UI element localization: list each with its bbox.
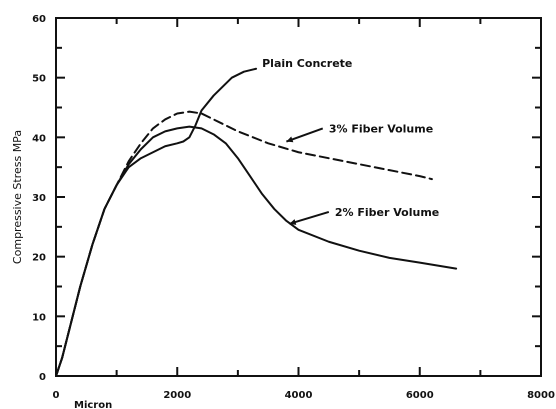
annotation-labels: Plain Concrete 3% Fiber Volume 2% Fiber Vo… <box>262 57 439 219</box>
series-line-plain-concrete <box>55 67 258 377</box>
x-tick-label: 6000 <box>406 390 434 401</box>
series-line-3-fiber-volume <box>55 110 433 377</box>
y-tick-label: 0 <box>39 372 46 383</box>
y-axis-label: Compressive Stress MPa <box>11 130 24 264</box>
arrow-2-percent-head <box>289 219 297 225</box>
y-tick-label: 30 <box>32 193 46 204</box>
arrow-3-percent-head <box>286 136 294 143</box>
y-tick-label: 40 <box>32 133 46 144</box>
annotation-3-fiber-volume: 3% Fiber Volume <box>329 122 433 135</box>
y-tick-label: 60 <box>32 14 46 25</box>
plot-frame <box>55 17 542 377</box>
annotation-plain-concrete: Plain Concrete <box>262 57 352 70</box>
y-tick-label: 10 <box>32 312 46 323</box>
arrow-2-percent <box>289 210 330 225</box>
arrow-3-percent <box>286 127 324 143</box>
y-tick-label: 50 <box>32 74 46 85</box>
x-tick-label: 0 <box>53 390 60 401</box>
x-tick-label: 4000 <box>285 390 313 401</box>
axis-ticks <box>55 17 542 377</box>
annotation-2-fiber-volume: 2% Fiber Volume <box>335 206 439 219</box>
annotation-arrows <box>286 127 330 225</box>
y-tick-label: 20 <box>32 253 46 264</box>
series-line-2-fiber-volume <box>55 125 458 377</box>
axis-tick-labels: 0 2000 4000 6000 8000 0 10 20 30 40 50 60 <box>32 14 555 401</box>
x-tick-label: 2000 <box>163 390 191 401</box>
x-axis-label: Micron <box>74 400 112 409</box>
series-lines <box>55 67 458 377</box>
x-tick-label: 8000 <box>527 390 555 401</box>
